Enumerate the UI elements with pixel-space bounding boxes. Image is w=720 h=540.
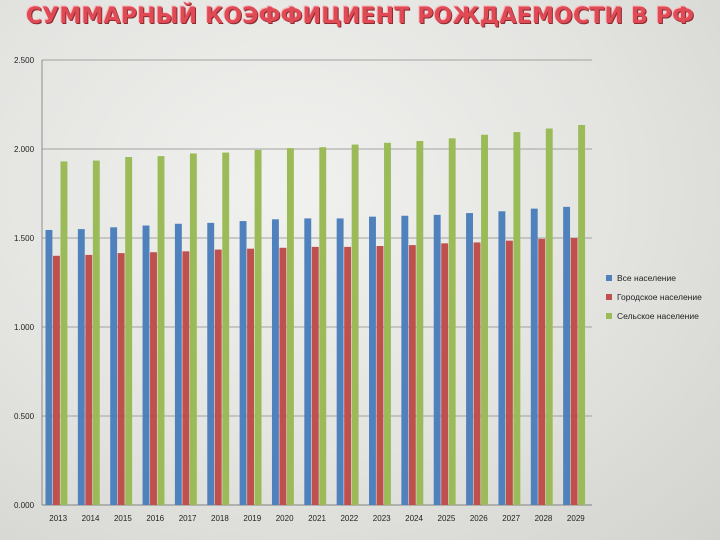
bar [384, 142, 391, 505]
bar [304, 218, 312, 506]
x-tick-label: 2019 [243, 514, 261, 523]
x-tick-label: 2020 [276, 514, 294, 523]
x-tick-label: 2026 [470, 514, 488, 523]
bar [570, 238, 578, 505]
x-tick-label: 2013 [49, 514, 67, 523]
y-tick-label: 1.500 [14, 234, 35, 243]
bar [545, 128, 553, 505]
bar [189, 153, 197, 505]
bar [53, 255, 60, 505]
x-tick-label: 2017 [179, 514, 197, 523]
bar [351, 144, 359, 506]
bar [408, 245, 416, 505]
bar [401, 215, 409, 505]
bar [441, 243, 449, 505]
bar [416, 140, 424, 506]
bar [286, 148, 294, 506]
bar [481, 134, 488, 505]
bar [45, 229, 53, 506]
bar [319, 147, 327, 505]
bar [150, 252, 157, 505]
chart-legend: Все население Городское население Сельское… [606, 268, 702, 325]
x-tick-label: 2021 [308, 514, 326, 523]
x-tick-label: 2022 [340, 514, 358, 523]
bar [271, 219, 279, 505]
bar [513, 132, 521, 505]
bar [578, 124, 586, 505]
bar [214, 249, 222, 505]
bar [207, 222, 215, 505]
x-tick-label: 2028 [535, 514, 553, 523]
bar [117, 253, 125, 505]
x-tick-label: 2018 [211, 514, 229, 523]
bar [222, 152, 230, 505]
bar [182, 251, 190, 505]
legend-swatch [606, 293, 612, 300]
bar [92, 160, 100, 505]
legend-item: Все население [606, 268, 702, 287]
x-tick-label: 2014 [82, 514, 100, 523]
bar [563, 206, 571, 505]
x-tick-label: 2016 [146, 514, 164, 523]
bar [279, 247, 287, 506]
bar [239, 221, 247, 505]
bar [336, 218, 344, 506]
bar [530, 208, 538, 505]
bar [110, 227, 118, 505]
bar [466, 213, 473, 505]
x-tick-label: 2025 [438, 514, 456, 523]
legend-label: Сельское население [617, 310, 699, 321]
x-tick-label: 2029 [567, 514, 585, 523]
x-tick-label: 2015 [114, 514, 132, 523]
bar [247, 248, 255, 505]
y-tick-label: 0.000 [14, 501, 35, 510]
bar [344, 246, 352, 505]
bar [473, 242, 481, 505]
bar [60, 161, 68, 505]
y-tick-label: 2.000 [14, 145, 35, 154]
bar [538, 238, 546, 505]
bar [448, 138, 456, 505]
legend-swatch [606, 312, 612, 319]
x-tick-label: 2023 [373, 514, 391, 523]
y-tick-label: 1.000 [14, 323, 35, 332]
x-tick-label: 2024 [405, 514, 423, 523]
bar [85, 254, 93, 505]
legend-label: Городское население [617, 291, 702, 302]
y-tick-label: 0.500 [14, 412, 35, 421]
legend-item: Городское население [606, 287, 702, 306]
bar [77, 229, 85, 505]
bar [254, 149, 262, 505]
legend-label: Все население [617, 272, 676, 283]
y-tick-label: 2.500 [14, 56, 35, 65]
bar [376, 246, 384, 505]
bar [505, 240, 513, 506]
chart-title: СУММАРНЫЙ КОЭФФИЦИЕНТ РОЖДАЕМОСТИ В РФ [25, 4, 695, 29]
legend-swatch [606, 274, 612, 281]
bar [433, 214, 441, 506]
bar [142, 225, 150, 506]
bar [157, 156, 165, 505]
bar [125, 157, 133, 505]
legend-item: Сельское население [606, 306, 702, 325]
bar [174, 223, 182, 505]
bar [311, 246, 319, 505]
x-tick-label: 2027 [502, 514, 520, 523]
bar [498, 211, 506, 506]
bar [369, 216, 376, 505]
